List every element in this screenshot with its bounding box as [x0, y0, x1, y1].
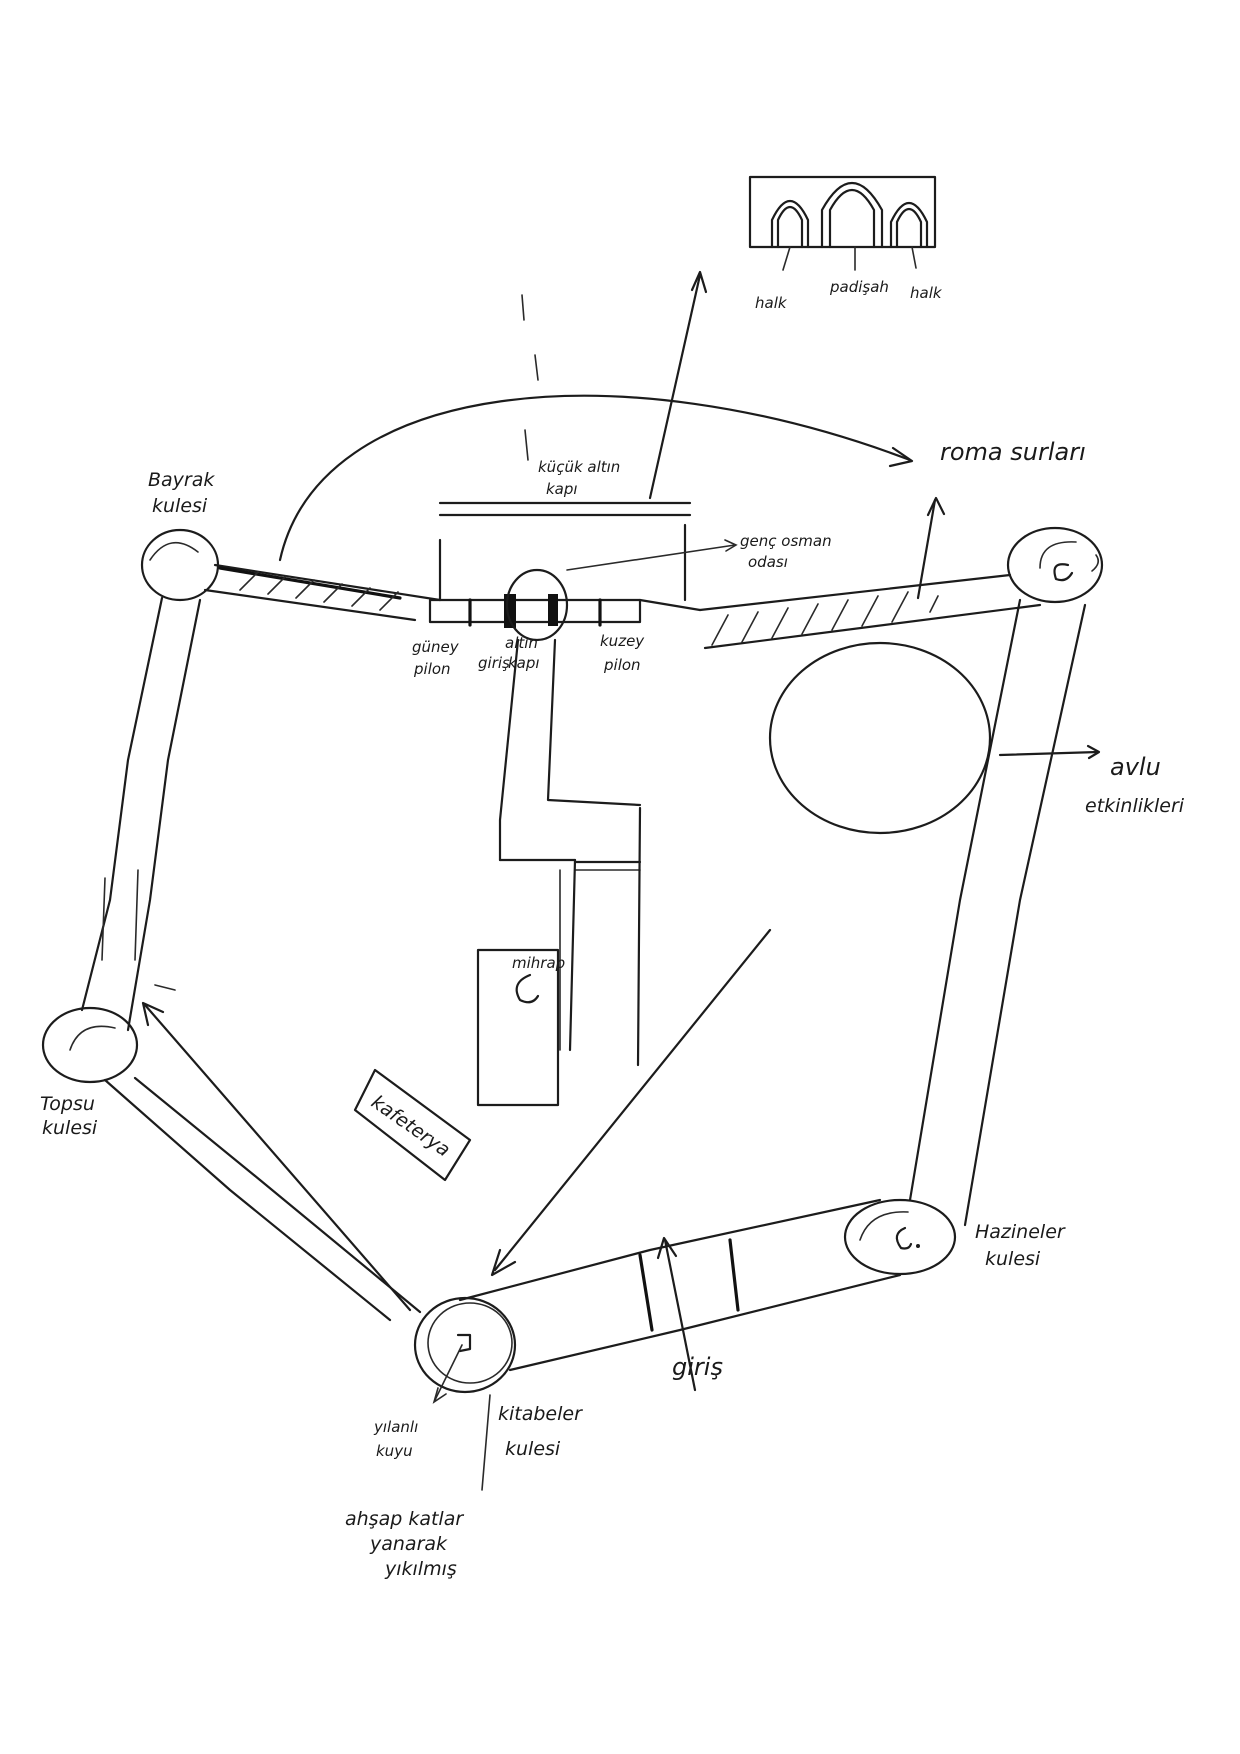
- label-yilanli-2: kuyu: [376, 1442, 413, 1460]
- courtyard-circle: [768, 641, 992, 835]
- hazineler-tower: [843, 1198, 957, 1276]
- label-padisah: padişah: [829, 278, 889, 296]
- label-kuzey-1: kuzey: [600, 632, 645, 650]
- label-topsu-2: kulesi: [42, 1117, 98, 1139]
- label-bayrak-1: Bayrak: [148, 469, 215, 491]
- wall-hatching: [218, 566, 939, 646]
- label-hazineler-1: Hazineler: [975, 1221, 1066, 1243]
- label-bayrak-2: kulesi: [152, 495, 208, 517]
- label-ahsap-3: yıkılmış: [384, 1558, 457, 1580]
- label-kucuk-1: küçük altın: [538, 458, 620, 476]
- label-mihrap: mihrap: [512, 954, 565, 972]
- label-giris-small: giriş: [478, 654, 510, 672]
- label-avlu-2: etkinlikleri: [1085, 795, 1185, 817]
- label-kitabeler-1: kitabeler: [498, 1403, 583, 1425]
- label-genc-2: odası: [748, 553, 788, 571]
- curtain-walls: [80, 563, 1087, 1372]
- gate-complex: [428, 501, 692, 642]
- label-kucuk-2: kapı: [546, 480, 578, 498]
- kitabeler-tower: [413, 1296, 517, 1394]
- label-giris: giriş: [672, 1353, 723, 1381]
- label-kafeterya: kafeterya: [367, 1091, 454, 1161]
- labels: Bayrak kulesi Topsu kulesi Hazineler kul…: [40, 278, 1185, 1580]
- label-ahsap-1: ahşap katlar: [345, 1508, 464, 1530]
- label-kuzey-2: pilon: [603, 656, 641, 674]
- topsu-tower: [41, 1006, 139, 1084]
- label-ahsap-2: yanarak: [369, 1533, 448, 1555]
- arrows: [141, 270, 1101, 1491]
- label-roma: roma surları: [940, 438, 1086, 466]
- mosque-outline: [476, 638, 642, 1107]
- label-altin-2: kapı: [508, 654, 540, 672]
- label-halk-left: halk: [755, 294, 788, 312]
- label-kitabeler-2: kulesi: [505, 1438, 561, 1460]
- label-avlu-1: avlu: [1110, 753, 1161, 781]
- label-halk-right: halk: [910, 284, 943, 302]
- label-yilanli-1: yılanlı: [373, 1418, 418, 1436]
- ne-tower: [1006, 526, 1104, 604]
- label-guney-2: pilon: [413, 660, 451, 678]
- label-altin-1: altın: [505, 634, 538, 652]
- label-genc-1: genç osman: [740, 532, 832, 550]
- kafeterya-box: [353, 1068, 472, 1182]
- label-hazineler-2: kulesi: [985, 1248, 1041, 1270]
- label-topsu-1: Topsu: [40, 1093, 95, 1115]
- label-guney-1: güney: [412, 638, 460, 656]
- arch-elevation: [748, 175, 937, 271]
